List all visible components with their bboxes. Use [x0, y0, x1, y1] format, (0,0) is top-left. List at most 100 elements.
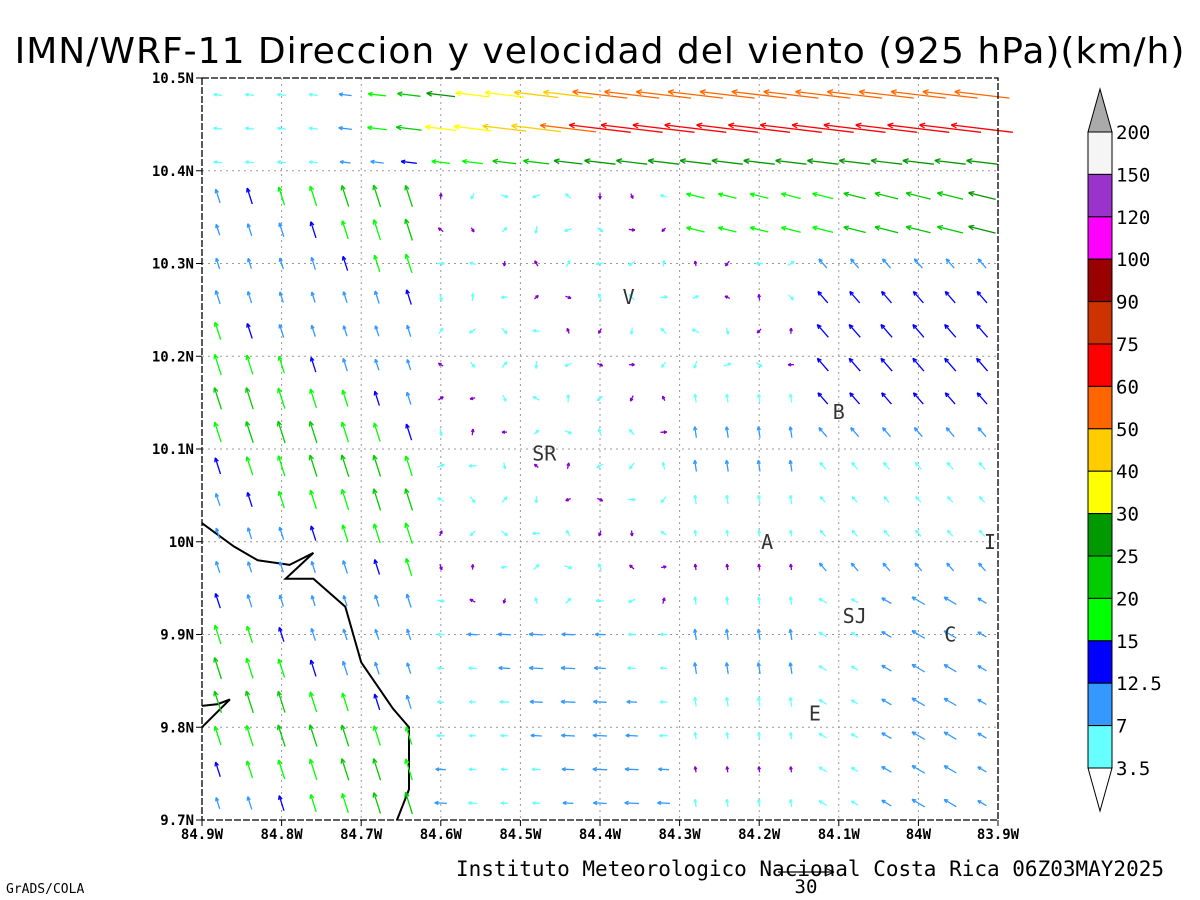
wind-vector — [592, 800, 607, 806]
wind-vector — [372, 488, 382, 511]
wind-vector — [437, 227, 444, 233]
colorbar-label: 40 — [1116, 461, 1139, 483]
wind-vector — [977, 698, 987, 706]
lat-tick-label: 10.3N — [152, 257, 194, 273]
wind-vector — [679, 158, 712, 165]
wind-vector — [724, 260, 730, 267]
wind-vector — [954, 89, 1010, 99]
wind-vector — [439, 293, 443, 302]
wind-vector — [553, 158, 583, 165]
wind-vector — [469, 396, 476, 401]
wind-vector — [500, 565, 508, 570]
wind-vector — [874, 191, 899, 200]
wind-vector — [278, 222, 285, 237]
wind-vector — [626, 699, 637, 704]
wind-vector — [817, 392, 829, 405]
wind-vector — [922, 89, 978, 99]
wind-vector — [278, 323, 285, 338]
wind-vector — [502, 598, 507, 604]
wind-vector — [568, 122, 631, 133]
wind-vector — [342, 594, 348, 607]
wind-vector — [934, 158, 966, 165]
wind-vector — [946, 461, 954, 470]
station-labels: V B SR A I SJ C E — [532, 285, 996, 725]
wind-vector — [881, 698, 892, 706]
wind-vector — [341, 524, 349, 542]
colorbar-label: 150 — [1116, 164, 1150, 186]
wind-vector — [597, 497, 604, 502]
wind-vector — [911, 630, 926, 639]
wind-vector — [405, 694, 412, 709]
wind-vector — [564, 430, 572, 435]
wind-vector — [437, 598, 445, 603]
lon-tick-label: 84.9W — [181, 827, 224, 843]
wind-vector — [426, 90, 456, 98]
wind-vector — [849, 392, 861, 405]
wind-vector — [819, 529, 827, 537]
wind-vector — [245, 456, 254, 476]
wind-vector — [530, 733, 542, 738]
wind-vector — [946, 562, 955, 572]
wind-vector — [686, 226, 705, 233]
wind-vector — [628, 632, 636, 637]
wind-vector — [723, 362, 732, 367]
wind-vector — [807, 158, 839, 165]
wind-vector — [470, 564, 475, 570]
wind-vector — [405, 289, 412, 305]
wind-vector — [628, 227, 636, 232]
wind-vector — [977, 766, 987, 773]
wind-vector — [881, 597, 892, 605]
wind-vector — [247, 257, 253, 269]
wind-vector — [372, 219, 382, 241]
wind-vectors — [213, 89, 1013, 815]
wind-vector — [439, 530, 443, 537]
wind-vector — [598, 530, 602, 537]
wind-vector — [309, 356, 317, 373]
wind-vector — [309, 691, 318, 713]
wind-vector — [882, 461, 891, 470]
wind-vector — [470, 293, 475, 302]
wind-vector — [435, 767, 446, 772]
wind-vector — [890, 89, 946, 99]
station-label: C — [944, 623, 956, 647]
wind-vector — [826, 89, 883, 99]
wind-vector — [850, 631, 859, 638]
wind-vector — [788, 731, 793, 740]
wind-vector — [912, 290, 924, 304]
wind-vector — [341, 255, 349, 271]
wind-vector — [406, 358, 412, 371]
wind-vector — [245, 421, 254, 444]
wind-vector — [372, 422, 381, 442]
wind-vector — [725, 494, 730, 505]
wind-vector — [245, 625, 254, 643]
wind-vector — [881, 765, 892, 773]
wind-vector — [905, 191, 931, 200]
wind-vector — [436, 699, 445, 704]
wind-vector — [404, 184, 414, 207]
wind-vector — [757, 798, 762, 808]
lon-tick-label: 84.3W — [659, 827, 702, 843]
wind-vector — [725, 393, 730, 403]
wind-vector — [755, 261, 763, 266]
wind-vector — [816, 357, 829, 372]
wind-vector — [373, 559, 381, 575]
lat-tick-label: 10.1N — [152, 442, 194, 458]
wind-vector — [788, 494, 793, 505]
wind-vector — [724, 662, 730, 674]
wind-vector — [404, 791, 414, 815]
wind-vector — [565, 497, 571, 502]
wind-vector — [604, 89, 660, 99]
wind-vector — [600, 122, 663, 133]
wind-vector — [278, 626, 285, 642]
wind-vector — [276, 420, 286, 444]
station-label: I — [984, 530, 996, 554]
wind-vector — [213, 421, 222, 443]
wind-vector — [404, 758, 413, 781]
station-label: SR — [532, 442, 557, 466]
wind-vector — [757, 529, 762, 537]
wind-vector — [819, 496, 826, 503]
wind-vector — [629, 362, 635, 367]
wind-vector — [915, 496, 922, 503]
wind-vector — [339, 159, 351, 165]
wind-vector — [246, 322, 253, 339]
